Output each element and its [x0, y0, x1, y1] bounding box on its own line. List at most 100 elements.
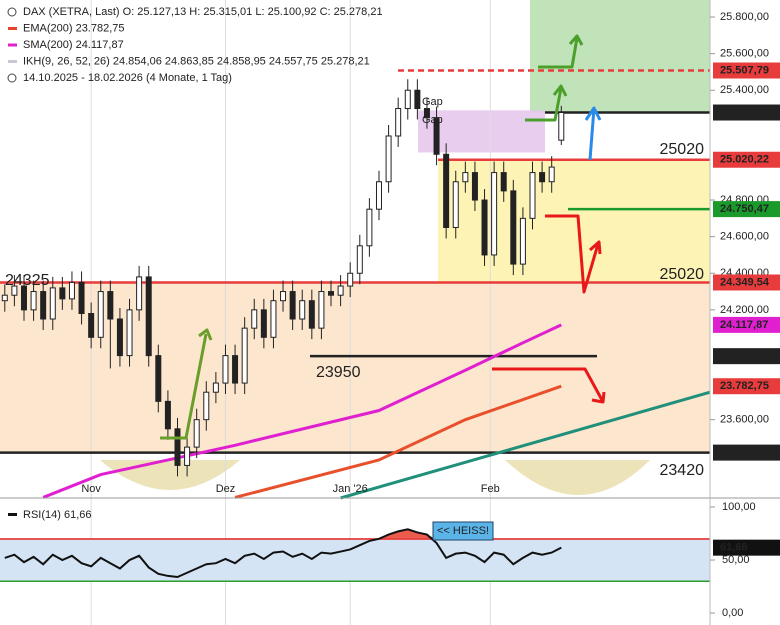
annotation: 25020	[660, 141, 705, 158]
price-box-label: 23.420,00	[720, 447, 769, 459]
price-box-label: 25.278,21	[720, 106, 769, 118]
candle-body	[529, 172, 536, 219]
annotation: 23420	[660, 462, 705, 479]
candle-body	[184, 446, 191, 466]
candle-body	[107, 291, 114, 320]
price-box	[713, 316, 780, 333]
candle-body	[452, 181, 459, 228]
y-tick-label: 50,00	[722, 554, 750, 566]
candle-body	[241, 327, 248, 384]
candle-body	[203, 391, 210, 421]
price-box-label: 25.020,22	[720, 154, 769, 166]
y-tick-label: 25.400,00	[720, 84, 769, 96]
legend-label: EMA(200) 23.782,75	[23, 22, 125, 34]
candle-body	[395, 108, 402, 137]
price-box-label: 23.947,03	[720, 350, 769, 362]
candle-body	[308, 300, 315, 329]
price-box-label: 24.750,47	[720, 203, 769, 215]
price-box	[713, 378, 780, 395]
rsi-overbought-mask	[0, 538, 710, 540]
legend-swatch	[8, 513, 17, 516]
candle-body	[116, 318, 123, 357]
candle-body	[510, 190, 517, 265]
candle-body	[423, 108, 430, 119]
candle-body	[519, 217, 526, 265]
overlay-layer: Nov Dez Jan '26 Feb23.600,0024.200,0024.400…	[5, 6, 780, 619]
annotation: 25020	[660, 266, 705, 283]
candle-body	[462, 172, 469, 183]
candle-body	[404, 89, 411, 110]
candle-body	[385, 135, 392, 183]
price-box	[713, 348, 780, 365]
y-tick-label: 24.200,00	[720, 304, 769, 316]
candle-body	[145, 276, 152, 357]
rsi-line	[4, 528, 562, 579]
y-tick-label: 25.800,00	[720, 11, 769, 23]
rsi-overbought	[4, 529, 562, 539]
price-box-label: 23.782,75	[720, 380, 769, 392]
legend-icon	[7, 7, 17, 17]
y-tick-label: 100,00	[722, 501, 756, 513]
legend-icon	[7, 73, 17, 83]
candle-body	[212, 382, 219, 393]
price-box	[713, 444, 780, 461]
legend-swatch	[8, 27, 17, 30]
y-tick-label: 25.600,00	[720, 48, 769, 60]
candle-body	[260, 309, 267, 338]
indicator-line	[234, 384, 562, 499]
x-tick-label: Feb	[481, 483, 500, 495]
rsi-title: RSI(14) 61,66	[23, 509, 91, 521]
candle-body	[356, 245, 363, 274]
candle-body	[164, 400, 171, 430]
candle-body	[414, 89, 421, 110]
indicator-line	[42, 323, 562, 499]
candle-body	[68, 281, 75, 300]
candle-body	[78, 281, 85, 315]
price-box-label: 24.117,87	[720, 319, 768, 331]
annotation: Gap	[422, 96, 443, 108]
candle-body	[500, 172, 507, 192]
candle-body	[289, 291, 296, 320]
x-tick-label: Jan '26	[333, 483, 368, 495]
candle-body	[318, 291, 325, 329]
zone	[530, 0, 710, 113]
candle-body	[548, 166, 555, 183]
price-box	[713, 62, 780, 79]
candle-body	[232, 355, 239, 384]
candle-body	[471, 172, 478, 201]
candle-body	[97, 291, 104, 338]
candle-body	[126, 309, 133, 357]
candle-body	[328, 291, 335, 296]
badge: << HEISS!	[437, 525, 489, 537]
y-tick-label: 24.600,00	[720, 231, 769, 243]
legend-label: DAX (XETRA, Last) O: 25.127,13 H: 25.315…	[23, 6, 383, 18]
zone	[438, 159, 710, 283]
candle-body	[270, 300, 277, 338]
legend-label: IKH(9, 26, 52, 26) 24.854,06 24.863,85 2…	[23, 55, 370, 67]
candle-body	[347, 272, 354, 287]
legend-label: 14.10.2025 - 18.02.2026 (4 Monate, 1 Tag…	[23, 72, 232, 84]
candle-body	[251, 309, 258, 329]
candle-body	[155, 355, 162, 402]
value-box	[713, 539, 780, 556]
candle-body	[539, 172, 546, 183]
zone	[0, 282, 710, 453]
annotation: 24325	[5, 272, 50, 289]
x-tick-label: Dez	[216, 483, 236, 495]
candle-body	[481, 199, 488, 256]
y-tick-label: 0,00	[722, 607, 743, 619]
candle-body	[59, 287, 66, 300]
legend-label: SMA(200) 24.117,87	[23, 39, 124, 51]
y-tick-label: 23.600,00	[720, 414, 769, 426]
plot-layer	[0, 0, 711, 625]
candle-body	[491, 172, 498, 256]
candle-body	[136, 276, 143, 311]
candle-body	[299, 300, 306, 320]
candle-body	[11, 285, 18, 296]
candle-body	[193, 419, 200, 448]
candle-body	[30, 291, 37, 311]
candle-body	[20, 285, 27, 311]
candle-body	[88, 313, 95, 338]
candle-body	[40, 291, 47, 320]
x-tick-label: Nov	[81, 483, 101, 495]
